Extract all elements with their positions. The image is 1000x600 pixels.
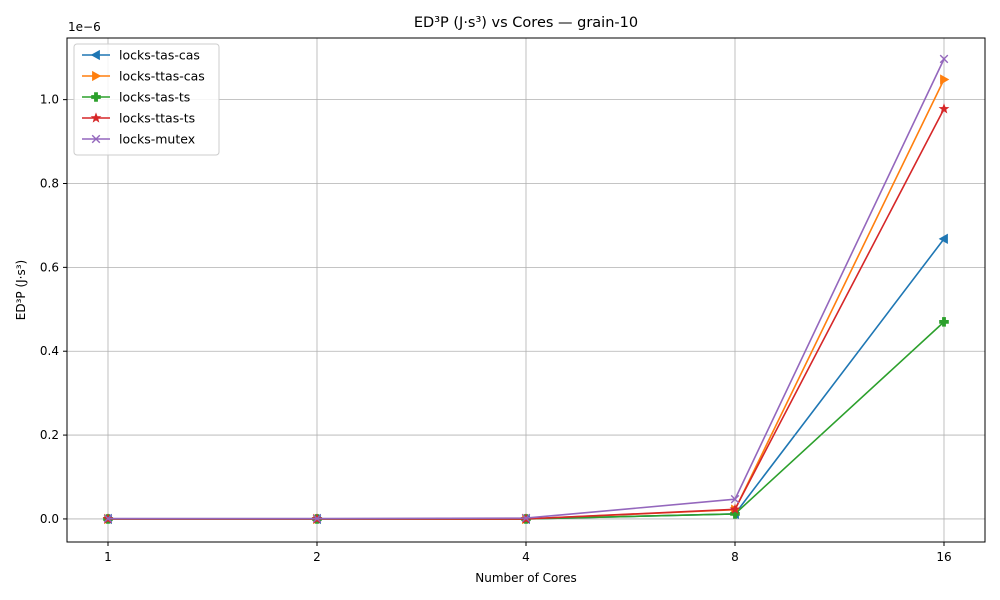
legend-entry: locks-tas-cas bbox=[82, 48, 200, 63]
series-locks-ttas-cas bbox=[104, 74, 950, 525]
data-point-marker bbox=[729, 503, 741, 514]
legend-entry: locks-ttas-ts bbox=[82, 111, 195, 126]
series-locks-mutex bbox=[103, 54, 949, 523]
x-axis-ticks: 1 2 4 8 16 bbox=[104, 542, 952, 564]
data-point-marker bbox=[938, 233, 948, 245]
y-tick-label: 1.0 bbox=[40, 93, 59, 107]
y-axis-label: ED³P (J·s³) bbox=[14, 260, 28, 320]
legend-label: locks-tas-ts bbox=[119, 90, 190, 105]
series-locks-tas-cas bbox=[102, 233, 948, 525]
data-point-marker bbox=[939, 317, 949, 327]
data-point-marker bbox=[92, 70, 102, 82]
plot-area-frame bbox=[66, 37, 986, 543]
series-layer bbox=[102, 54, 950, 525]
legend: locks-tas-cas locks-ttas-cas locks-tas-ts l… bbox=[73, 43, 220, 156]
legend-label: locks-ttas-ts bbox=[119, 111, 195, 126]
x-tick-label: 8 bbox=[731, 550, 739, 564]
data-point-marker bbox=[91, 134, 101, 144]
y-tick-label: 0.0 bbox=[40, 512, 59, 526]
y-tick-label: 0.6 bbox=[40, 260, 59, 274]
x-tick-label: 16 bbox=[936, 550, 951, 564]
data-point-marker bbox=[521, 513, 531, 523]
data-point-marker bbox=[730, 494, 740, 504]
y-offset-text: 1e−6 bbox=[68, 20, 101, 34]
x-tick-label: 2 bbox=[313, 550, 321, 564]
x-tick-label: 1 bbox=[104, 550, 112, 564]
chart-title: ED³P (J·s³) vs Cores — grain-10 bbox=[414, 15, 638, 31]
y-tick-label: 0.2 bbox=[40, 428, 59, 442]
legend-entry: locks-ttas-cas bbox=[82, 69, 205, 84]
data-point-marker bbox=[940, 74, 950, 85]
x-axis-label: Number of Cores bbox=[475, 571, 576, 585]
legend-entry: locks-mutex bbox=[82, 132, 195, 147]
data-point-marker bbox=[939, 54, 949, 64]
legend-box bbox=[73, 43, 220, 156]
data-point-marker bbox=[312, 514, 322, 523]
legend-label: locks-ttas-cas bbox=[119, 69, 205, 84]
data-point-marker bbox=[103, 514, 113, 523]
legend-label: locks-tas-cas bbox=[119, 48, 200, 63]
y-axis-ticks: 0.0 0.2 0.4 0.6 0.8 1.0 bbox=[40, 93, 67, 526]
data-point-marker bbox=[90, 112, 102, 123]
data-point-marker bbox=[938, 103, 950, 114]
y-tick-label: 0.8 bbox=[40, 176, 59, 190]
legend-label: locks-mutex bbox=[119, 132, 195, 147]
data-point-marker bbox=[91, 92, 101, 102]
x-tick-label: 4 bbox=[522, 550, 530, 564]
data-point-marker bbox=[90, 49, 100, 61]
legend-entry: locks-tas-ts bbox=[82, 90, 190, 105]
y-tick-label: 0.4 bbox=[40, 344, 59, 358]
